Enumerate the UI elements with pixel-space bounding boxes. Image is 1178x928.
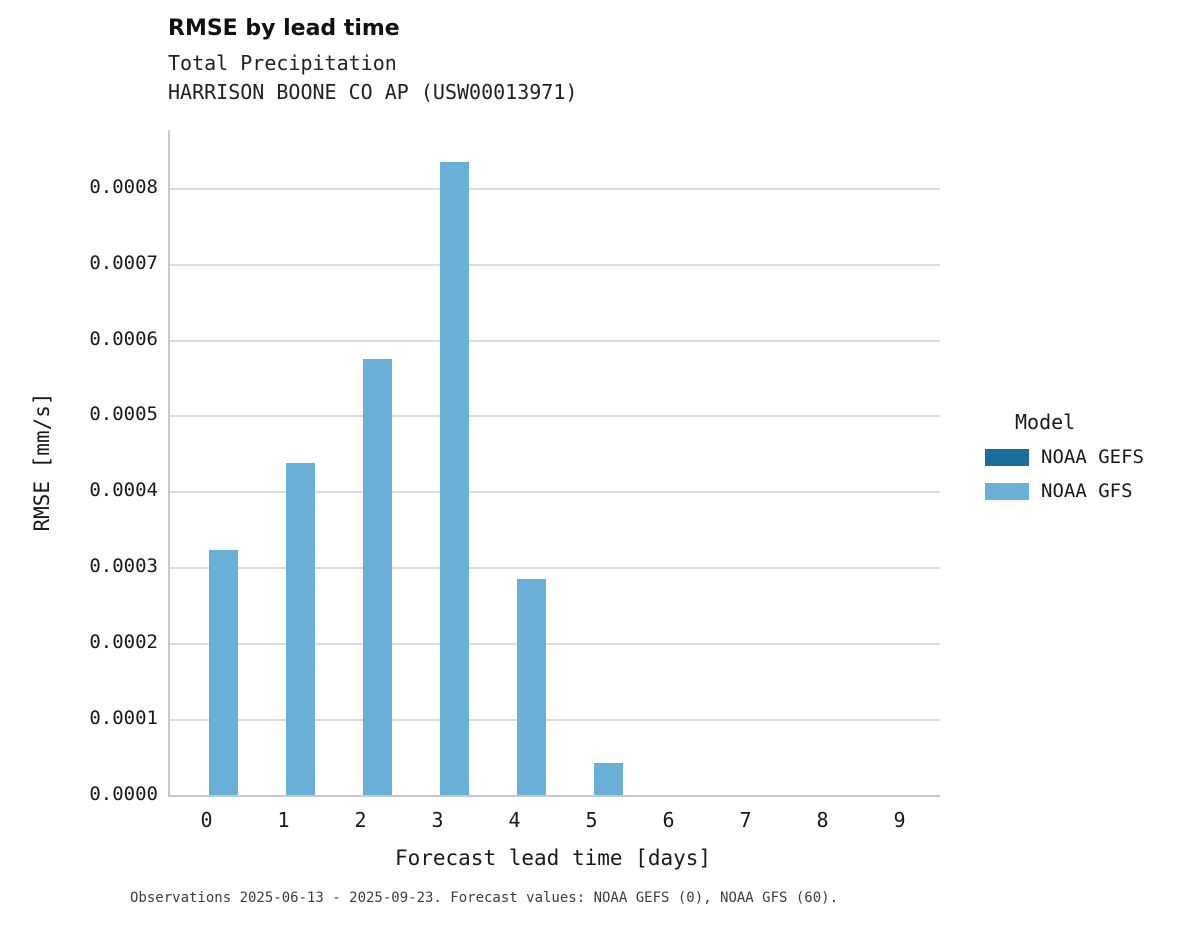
x-axis-label: Forecast lead time [days] (394, 846, 712, 870)
legend-item: NOAA GFS (985, 480, 1144, 502)
legend-label: NOAA GEFS (1041, 446, 1144, 468)
gridline (170, 415, 940, 418)
gridline (170, 567, 940, 570)
y-axis-label: RMSE [mm/s] (30, 392, 54, 532)
y-tick-label: 0.0006 (89, 327, 158, 350)
x-tick-label: 8 (816, 808, 829, 832)
legend-label: NOAA GFS (1041, 480, 1133, 502)
y-tick-label: 0.0007 (89, 251, 158, 274)
chart-title: RMSE by lead time (168, 16, 400, 41)
bar-noaa-gfs-lead-5 (593, 763, 623, 795)
x-tick-label: 2 (354, 808, 367, 832)
gridline (170, 263, 940, 266)
legend-item: NOAA GEFS (985, 446, 1144, 468)
legend-swatch (985, 482, 1029, 500)
x-tick-label: 1 (277, 808, 290, 832)
legend-items: NOAA GEFS NOAA GFS (985, 446, 1144, 502)
gridline (170, 491, 940, 494)
x-tick-label: 9 (893, 808, 906, 832)
x-tick-label: 0 (200, 808, 213, 832)
chart-subtitle-station: HARRISON BOONE CO AP (USW00013971) (168, 80, 578, 104)
x-tick-label: 6 (662, 808, 675, 832)
gridline (170, 719, 940, 722)
bar-noaa-gfs-lead-4 (516, 578, 546, 795)
legend-title: Model (1015, 410, 1076, 434)
y-tick-label: 0.0004 (89, 479, 158, 502)
x-tick-label: 7 (739, 808, 752, 832)
y-tick-label: 0.0008 (89, 175, 158, 198)
y-tick-label: 0.0001 (89, 707, 158, 730)
plot-area (168, 130, 940, 797)
legend: Model NOAA GEFS NOAA GFS (985, 410, 1144, 514)
chart-subtitle-variable: Total Precipitation (168, 51, 397, 75)
legend-swatch (985, 448, 1029, 466)
gridline (170, 339, 940, 342)
y-tick-label: 0.0005 (89, 403, 158, 426)
footnote: Observations 2025-06-13 - 2025-09-23. Fo… (130, 890, 839, 906)
x-tick-label: 3 (431, 808, 444, 832)
title-block: RMSE by lead time Total Precipitation HA… (168, 16, 577, 107)
y-tick-label: 0.0003 (89, 555, 158, 578)
bar-noaa-gfs-lead-2 (362, 358, 392, 795)
gridline (170, 643, 940, 646)
bar-noaa-gfs-lead-3 (439, 161, 469, 795)
y-tick-label: 0.0002 (89, 631, 158, 654)
x-tick-label: 5 (585, 808, 598, 832)
y-tick-label: 0.0000 (89, 783, 158, 805)
x-tick-label: 4 (508, 808, 521, 832)
bar-noaa-gfs-lead-1 (285, 463, 315, 795)
bar-noaa-gfs-lead-0 (208, 549, 238, 795)
gridline (170, 187, 940, 190)
